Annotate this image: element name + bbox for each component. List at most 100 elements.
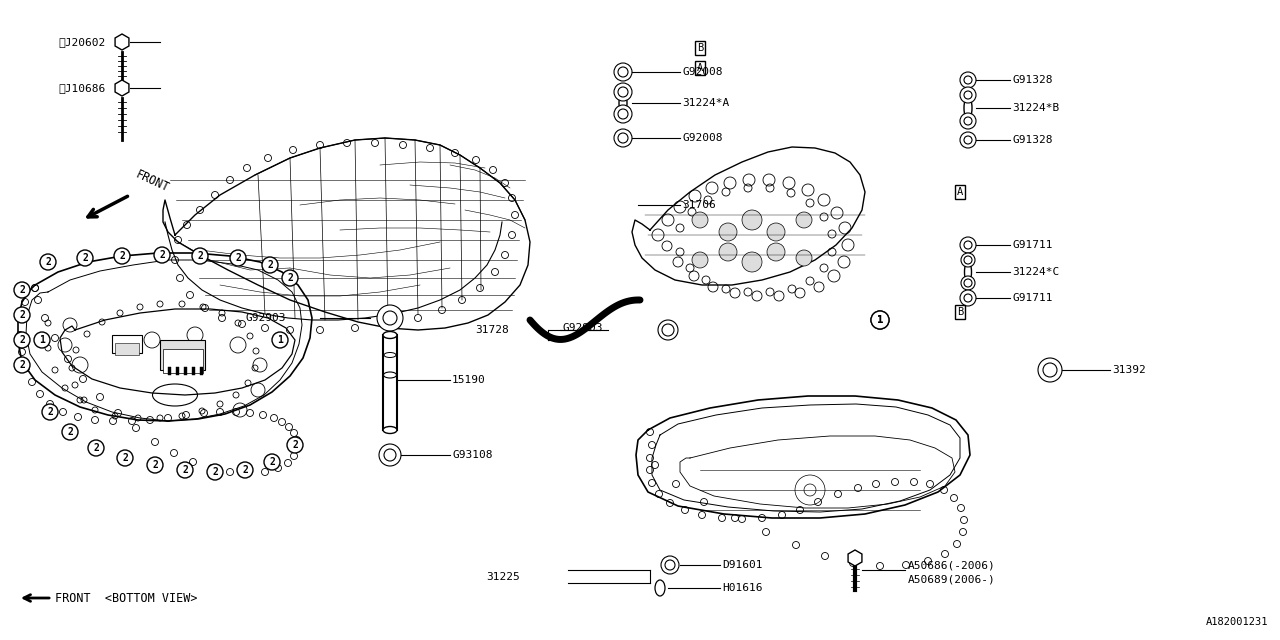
Ellipse shape [655,580,666,596]
Circle shape [618,67,628,77]
Circle shape [618,87,628,97]
Text: G91711: G91711 [1012,240,1052,250]
Text: 31728: 31728 [475,325,508,335]
Circle shape [14,332,29,348]
Bar [200,367,204,375]
Circle shape [767,243,785,261]
Text: 31706: 31706 [682,200,716,210]
Text: 2: 2 [19,285,24,295]
Text: 2: 2 [269,457,275,467]
Text: 31224*A: 31224*A [682,98,730,108]
Text: 1: 1 [276,335,283,345]
Bar [192,367,195,375]
Text: 31224*C: 31224*C [1012,267,1060,277]
Circle shape [742,210,762,230]
Ellipse shape [384,353,396,358]
Text: 2: 2 [67,427,73,437]
Text: 2: 2 [122,453,128,463]
Circle shape [77,250,93,266]
Bar [163,349,204,373]
Bar [184,367,187,375]
Circle shape [964,136,972,144]
Circle shape [282,270,298,286]
Text: 2: 2 [182,465,188,475]
Circle shape [960,87,977,103]
Text: B: B [696,43,703,53]
Text: 2: 2 [152,460,157,470]
Ellipse shape [620,92,627,114]
Text: 2: 2 [19,335,24,345]
Text: ①J20602: ①J20602 [58,37,105,47]
Circle shape [964,294,972,302]
Circle shape [230,250,246,266]
Circle shape [692,252,708,268]
Circle shape [719,243,737,261]
Circle shape [14,357,29,373]
Circle shape [207,464,223,480]
Text: 31392: 31392 [1112,365,1146,375]
Text: D91601: D91601 [722,560,763,570]
Text: G91711: G91711 [1012,293,1052,303]
Text: 2: 2 [268,260,273,270]
Text: 2: 2 [242,465,248,475]
Circle shape [1043,363,1057,377]
Text: 2: 2 [19,360,24,370]
Text: G91328: G91328 [1012,135,1052,145]
Circle shape [614,83,632,101]
Circle shape [383,311,397,325]
Circle shape [14,282,29,298]
Circle shape [960,113,977,129]
Circle shape [964,117,972,125]
Bar [177,367,179,375]
Circle shape [960,132,977,148]
Circle shape [964,91,972,99]
Text: A: A [696,63,703,73]
Circle shape [262,257,278,273]
Circle shape [61,424,78,440]
Text: G91328: G91328 [1012,75,1052,85]
Text: 2: 2 [45,257,51,267]
Circle shape [960,290,977,306]
Text: A182001231: A182001231 [1206,617,1268,627]
Circle shape [264,454,280,470]
Circle shape [114,248,131,264]
Circle shape [88,440,104,456]
Circle shape [960,72,977,88]
Text: G92008: G92008 [682,67,722,77]
Ellipse shape [964,96,972,120]
Text: 2: 2 [82,253,88,263]
Text: 15190: 15190 [452,375,485,385]
Text: G92903: G92903 [562,323,603,333]
Bar [113,335,142,353]
Circle shape [1038,358,1062,382]
Bar [115,343,140,355]
Text: 2: 2 [292,440,298,450]
Circle shape [384,449,396,461]
Circle shape [42,404,58,420]
Circle shape [147,457,163,473]
Text: B: B [957,307,963,317]
Ellipse shape [965,261,972,283]
Circle shape [379,444,401,466]
Circle shape [378,305,403,331]
Circle shape [614,63,632,81]
Text: G93108: G93108 [452,450,493,460]
Circle shape [961,253,975,267]
Circle shape [154,247,170,263]
Text: 1: 1 [40,335,45,345]
Text: 2: 2 [19,310,24,320]
Text: H01616: H01616 [722,583,763,593]
Circle shape [614,129,632,147]
Text: 2: 2 [197,251,204,261]
Circle shape [960,237,977,253]
Text: FRONT  <BOTTOM VIEW>: FRONT <BOTTOM VIEW> [55,591,197,605]
Text: 2: 2 [236,253,241,263]
Text: ②J10686: ②J10686 [58,83,105,93]
Text: 2: 2 [47,407,52,417]
Circle shape [964,256,972,264]
Bar [160,340,205,370]
Text: 31224*B: 31224*B [1012,103,1060,113]
Text: FRONT: FRONT [133,168,170,195]
Circle shape [662,324,675,336]
Circle shape [796,212,812,228]
